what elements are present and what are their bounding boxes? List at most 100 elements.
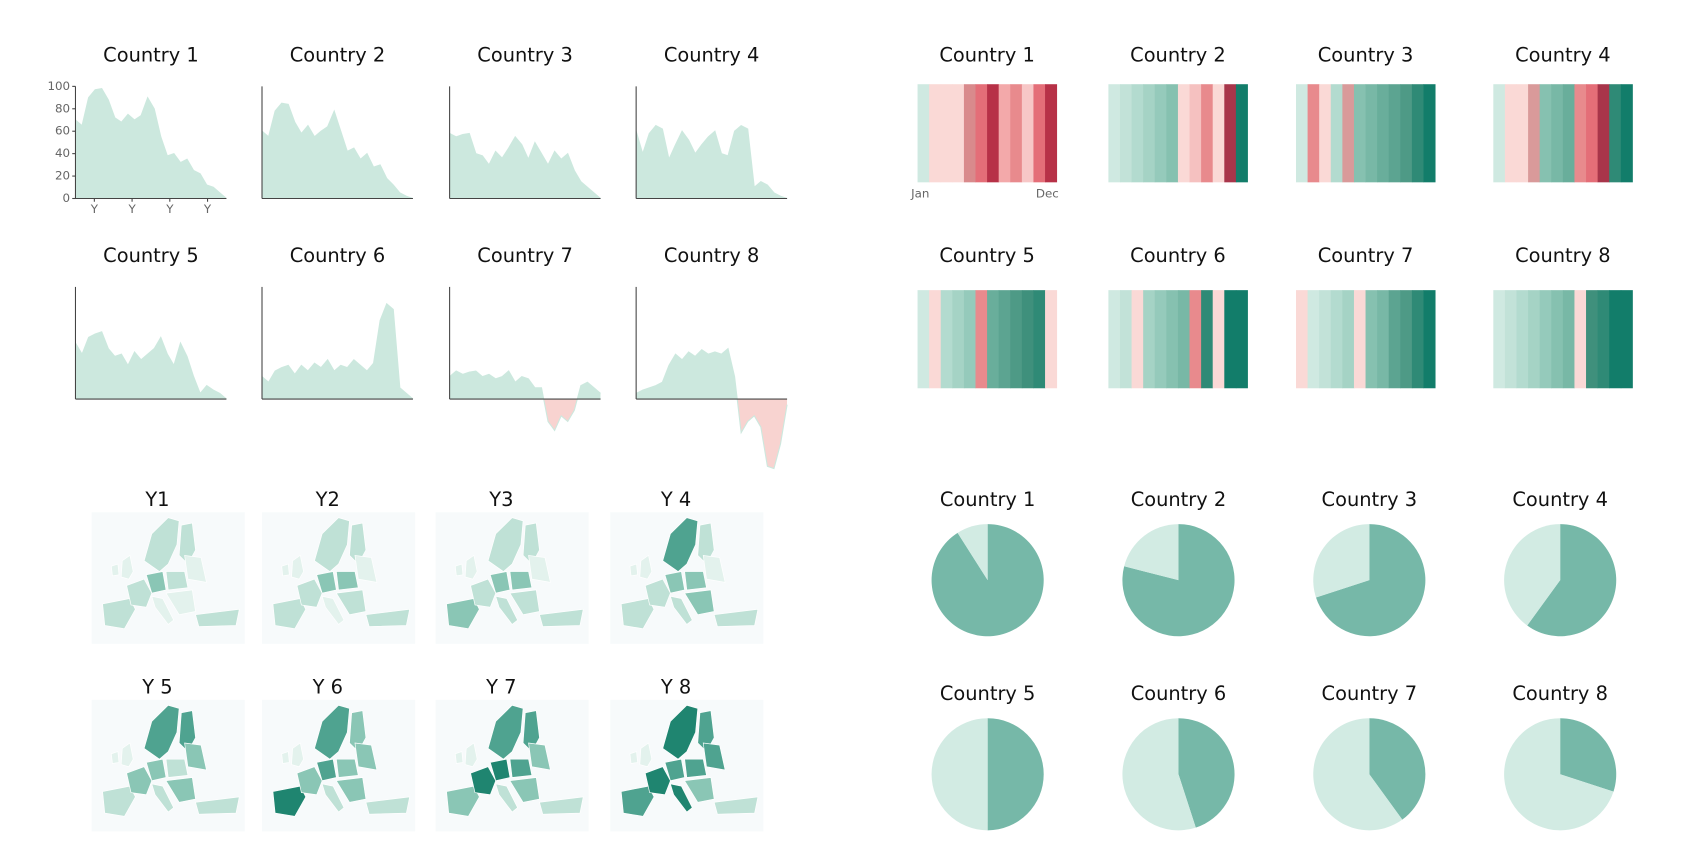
map-region xyxy=(509,777,540,803)
stripe xyxy=(1597,290,1610,389)
map-region xyxy=(110,563,120,577)
chart-title: Y 6 xyxy=(312,676,343,699)
map-region xyxy=(354,742,378,771)
x-tick-label: Y xyxy=(90,202,99,216)
chart-title: Country 2 xyxy=(290,44,386,67)
pie-slice xyxy=(1124,524,1179,581)
pie-slice xyxy=(931,718,988,831)
area-line xyxy=(449,370,601,432)
stripe xyxy=(1143,290,1156,389)
chart-title: Y3 xyxy=(488,488,513,511)
map xyxy=(272,704,411,817)
stripe xyxy=(952,290,965,389)
map-region xyxy=(664,758,686,782)
stripe xyxy=(1388,84,1401,183)
map-region xyxy=(464,554,478,580)
map xyxy=(272,517,411,630)
stripe xyxy=(1330,290,1343,389)
map-region xyxy=(314,517,350,572)
pie-slice xyxy=(1504,718,1614,831)
end-label: Dec xyxy=(1036,187,1059,201)
area-line xyxy=(261,102,414,200)
pie-slice xyxy=(1313,718,1403,831)
map-region xyxy=(291,554,304,580)
map-region xyxy=(664,571,686,594)
stripe xyxy=(1177,290,1190,389)
stripe xyxy=(1377,84,1390,183)
stripe xyxy=(963,290,976,389)
stripe xyxy=(952,84,965,183)
map-region xyxy=(639,554,653,580)
stripe xyxy=(1177,84,1190,183)
pie-slice xyxy=(1178,718,1235,828)
stripe xyxy=(917,290,930,389)
map xyxy=(102,517,240,630)
area-fill-negative xyxy=(449,399,601,431)
map-region xyxy=(684,589,715,616)
stripe xyxy=(1154,84,1167,183)
stripe xyxy=(1119,290,1133,389)
stripe xyxy=(987,84,1000,183)
map-region xyxy=(702,555,726,583)
area-fill xyxy=(75,331,227,400)
map-region xyxy=(528,555,551,583)
map-region xyxy=(296,578,323,608)
chart-title: Country 6 xyxy=(1130,244,1226,267)
stripe xyxy=(998,84,1011,183)
chart-title: Y 5 xyxy=(141,676,172,699)
stripe xyxy=(1342,290,1355,389)
stripe xyxy=(1365,84,1378,183)
stripe xyxy=(1574,84,1587,183)
stripe xyxy=(1045,290,1058,389)
map-region xyxy=(316,571,337,594)
map-region xyxy=(446,598,480,630)
map-region xyxy=(321,783,345,813)
map-region xyxy=(489,758,511,782)
stripe xyxy=(1609,84,1622,183)
stripe xyxy=(1010,84,1023,183)
map-region xyxy=(509,758,533,778)
stripe xyxy=(1154,290,1167,389)
stripe xyxy=(1493,290,1506,389)
stripe xyxy=(1562,84,1575,183)
stripe xyxy=(1166,84,1179,183)
stripe xyxy=(1504,84,1517,183)
stripe xyxy=(1586,290,1599,389)
map-region xyxy=(454,563,464,577)
chart-title: Country 2 xyxy=(1131,488,1227,511)
map-region xyxy=(335,777,367,803)
stripe xyxy=(1423,290,1436,389)
stripe xyxy=(1620,290,1633,389)
chart-title: Y1 xyxy=(144,488,169,511)
stripe xyxy=(1224,84,1237,183)
map-region xyxy=(487,704,524,760)
map-region xyxy=(145,758,167,782)
stripe xyxy=(940,290,953,389)
map-region xyxy=(335,589,367,616)
map-region xyxy=(110,751,120,764)
map-region xyxy=(644,578,671,608)
stripe xyxy=(1504,290,1517,389)
map xyxy=(102,704,240,817)
stripe xyxy=(1319,84,1332,183)
chart-title: Country 8 xyxy=(1515,244,1611,267)
chart-title: Country 4 xyxy=(1512,488,1608,511)
pie-slice xyxy=(1313,524,1370,598)
stripe xyxy=(1166,290,1179,389)
map-region xyxy=(684,571,707,591)
stripe xyxy=(1528,290,1541,389)
stripe xyxy=(1539,84,1552,183)
stripe xyxy=(1307,290,1320,389)
y-tick-label: 20 xyxy=(55,169,70,183)
area-fill xyxy=(449,133,601,199)
map-region xyxy=(464,742,478,768)
area-fill xyxy=(262,303,413,400)
stripe xyxy=(1411,290,1424,389)
stripe xyxy=(1131,290,1144,389)
area-fill xyxy=(636,348,788,400)
stripe xyxy=(987,290,1000,389)
chart-title: Country 7 xyxy=(1318,244,1414,267)
pie-slice xyxy=(1315,524,1426,637)
area-fill-negative xyxy=(636,399,788,469)
